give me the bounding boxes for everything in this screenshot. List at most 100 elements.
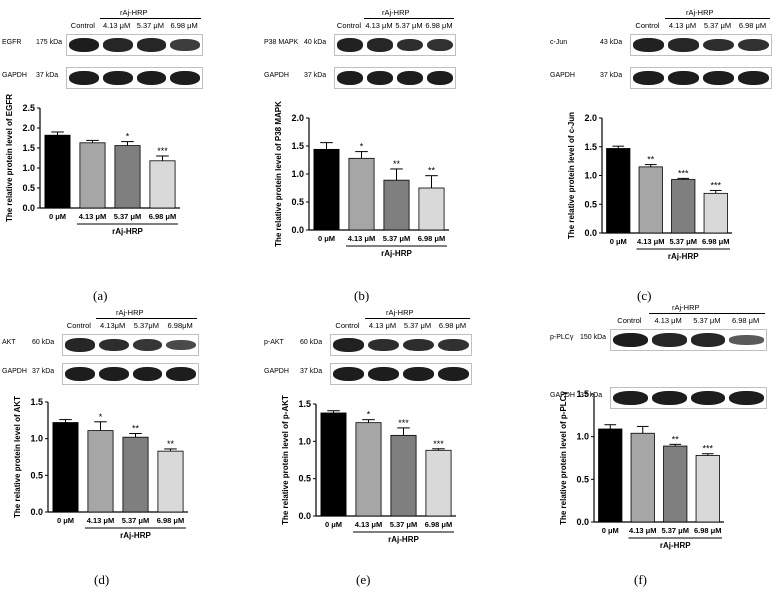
bar-chart-a: 0.0 0.5 1.0 1.5 2.0 2.5 The relative protein l… <box>5 94 180 236</box>
bar-1 <box>79 142 106 209</box>
blot-lane-label: 4.13 μM <box>365 21 393 30</box>
blot-row-label: GAPDH <box>550 72 575 80</box>
blot-band <box>729 391 764 406</box>
blot-lane-label: 6.98μM <box>167 321 193 330</box>
significance-marker: * <box>126 132 130 142</box>
western-blot-e: rAj-HRP Control 4.13 μM 5.37 μM 6.98 μM p-AKT… <box>262 308 477 386</box>
y-tick-label: 1.0 <box>298 436 311 446</box>
blot-row-label: c-Jun <box>550 39 568 46</box>
y-tick-label: 1.5 <box>584 142 597 152</box>
blot-band <box>729 335 764 345</box>
blot-strip <box>334 67 456 90</box>
blot-row-kda: 37 kDa <box>300 368 323 376</box>
blot-band <box>403 338 434 352</box>
y-tick-label: 1.0 <box>576 432 589 442</box>
blot-row-label: P38 MAPK <box>264 39 299 46</box>
bar-0 <box>313 148 340 231</box>
blot-group-label: rAj-HRP <box>116 308 144 317</box>
y-tick-label: 1.5 <box>298 399 311 409</box>
blot-band <box>438 367 469 382</box>
y-tick-label: 0.5 <box>576 474 589 484</box>
blot-group-line <box>365 318 470 319</box>
blot-band <box>166 367 196 382</box>
blot-band <box>427 38 453 52</box>
blot-row-label: GAPDH <box>264 72 289 80</box>
significance-marker: *** <box>678 168 689 178</box>
blot-lane-label: 6.98 μM <box>170 21 198 30</box>
y-tick-label: 0.5 <box>22 183 35 193</box>
blot-band <box>69 71 99 86</box>
significance-marker: ** <box>132 424 140 434</box>
blot-row-kda: 150 kDa <box>580 334 607 341</box>
western-blot-c: rAj-HRP Control 4.13 μM 5.37 μM 6.98 μM c-Jun… <box>548 8 782 90</box>
x-tick-label: 0 μM <box>57 516 74 525</box>
x-tick-label: 5.37 μM <box>390 520 418 529</box>
blot-group-line <box>99 18 201 19</box>
x-tick-label: 6.98 μM <box>149 212 177 221</box>
x-tick-label: 4.13 μM <box>348 234 376 243</box>
bar-3 <box>695 455 720 523</box>
bar-2 <box>390 434 417 517</box>
blot-row-kda: 40 kDa <box>304 39 327 46</box>
bar-chart-f: 0.0 0.5 1.0 1.5 The relative protein level o… <box>559 389 724 550</box>
y-tick-label: 0.0 <box>298 511 311 521</box>
blot-band <box>102 71 133 86</box>
x-tick-label: 5.37 μM <box>114 212 142 221</box>
bar-chart-b: 0.0 0.5 1.0 1.5 2.0 The relative protein leve… <box>274 101 449 258</box>
bar-1 <box>87 430 114 513</box>
blot-group-line <box>648 313 765 314</box>
blot-lane-label: 5.37 μM <box>693 316 721 325</box>
blot-band <box>367 71 393 86</box>
significance-marker: * <box>360 142 364 152</box>
significance-marker: * <box>367 410 371 420</box>
y-tick-label: 2.0 <box>22 123 35 133</box>
significance-marker: ** <box>672 434 680 444</box>
bar-2 <box>671 179 696 234</box>
blot-band <box>98 367 129 382</box>
y-tick-label: 0.0 <box>576 517 589 527</box>
blot-lane-label: 4.13μM <box>100 321 126 330</box>
blot-row-kda: 37 kDa <box>580 392 603 400</box>
bar-2 <box>122 436 149 513</box>
blot-lane-label: Control <box>335 321 360 330</box>
blot-lane-label: 5.37 μM <box>403 321 432 330</box>
significance-marker: *** <box>157 146 168 156</box>
blot-strip <box>330 363 472 386</box>
x-tick-label: 5.37 μM <box>383 234 411 243</box>
bar-3 <box>149 160 176 209</box>
blot-band <box>397 71 423 86</box>
blot-row-kda: 37 kDa <box>36 72 59 80</box>
blot-row-label: EGFR <box>2 39 22 46</box>
blot-band <box>613 333 648 347</box>
y-tick-label: 2.5 <box>22 103 35 113</box>
x-tick-label: 6.98 μM <box>157 516 185 525</box>
blot-strip <box>610 329 767 351</box>
y-axis-label: The relative protein level of c-Jun <box>567 112 576 239</box>
blot-lane-label: 4.13 μM <box>368 321 397 330</box>
blot-band <box>337 71 363 86</box>
significance-marker: *** <box>398 418 409 428</box>
blot-lane-label: 4.13 μM <box>103 21 131 30</box>
group-label: rAj-HRP <box>668 252 699 261</box>
y-tick-label: 0.0 <box>584 228 597 238</box>
blot-lane-label: 5.37 μM <box>136 21 164 30</box>
y-tick-label: 1.0 <box>584 171 597 181</box>
bar-0 <box>44 134 71 209</box>
blot-lane-label: Control <box>336 21 362 30</box>
y-tick-label: 2.0 <box>291 113 304 123</box>
blot-lane-label: Control <box>617 316 642 325</box>
significance-marker: ** <box>167 439 175 449</box>
y-tick-label: 0.0 <box>22 203 35 213</box>
blot-band <box>132 339 163 351</box>
x-tick-label: 4.13 μM <box>355 520 383 529</box>
bar-chart-e: 0.0 0.5 1.0 1.5 The relative protein level o… <box>281 395 456 544</box>
blot-band <box>403 367 434 382</box>
blot-band <box>65 367 95 382</box>
y-tick-label: 0.5 <box>30 470 43 480</box>
significance-marker: * <box>99 412 103 422</box>
x-tick-label: 6.98 μM <box>694 526 722 535</box>
blot-band <box>690 391 726 406</box>
blot-band <box>690 333 726 347</box>
blot-band <box>69 38 99 52</box>
significance-marker: ** <box>428 166 436 176</box>
